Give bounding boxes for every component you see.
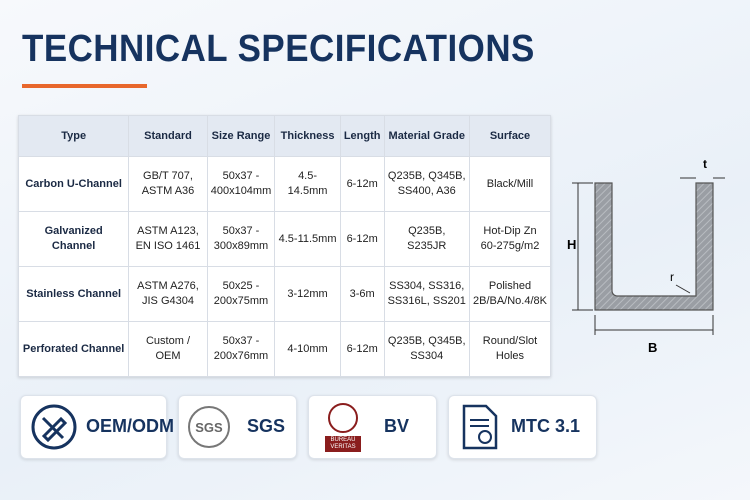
badge: MTC 3.1 xyxy=(448,395,597,459)
dim-r: r xyxy=(670,270,674,284)
table-cell: Q235B, Q345B, SS400, A36 xyxy=(383,156,470,212)
badge: SGS SGS xyxy=(178,395,297,459)
table-cell: 6-12m xyxy=(339,321,385,377)
table-cell: Polished 2B/BA/No.4/8K xyxy=(468,266,552,322)
badge: OEM/ODM xyxy=(20,395,174,459)
table-cell: ASTM A123, EN ISO 1461 xyxy=(128,211,208,267)
sgs-logo-text: SGS xyxy=(195,420,223,435)
channel-profile xyxy=(594,182,714,311)
column-header: Standard xyxy=(128,115,208,157)
column-header: Thickness xyxy=(274,115,341,157)
oem-icon xyxy=(31,404,77,450)
table-cell: Round/Slot Holes xyxy=(468,321,552,377)
table-cell: Black/Mill xyxy=(468,156,552,212)
header-row: Type Standard Size Range Thickness Length Mat… xyxy=(17,115,552,157)
table-row: Carbon U-Channel GB/T 707, ASTM A36 50x37 … xyxy=(17,156,552,212)
title: TECHNICAL SPECIFICATIONS xyxy=(22,28,535,70)
table-cell: 6-12m xyxy=(339,156,385,212)
badge: BUREAU VERITAS BV xyxy=(308,395,437,459)
bv-logo: BUREAU VERITAS xyxy=(325,403,361,452)
table-cell: SS304, SS316, SS316L, SS201 xyxy=(383,266,470,322)
table-cell: Stainless Channel xyxy=(17,266,130,322)
column-header: Type xyxy=(17,115,130,157)
badge-label: OEM/ODM xyxy=(86,416,174,436)
dim-h: H xyxy=(567,237,576,252)
table-cell: 6-12m xyxy=(339,211,385,267)
badge-label: MTC 3.1 xyxy=(511,416,581,436)
table-cell: 3-6m xyxy=(339,266,385,322)
table-cell: 4.5-14.5mm xyxy=(274,156,341,212)
table-cell: Custom / OEM xyxy=(128,321,208,377)
column-header: Surface xyxy=(468,115,552,157)
table-body: Carbon U-Channel GB/T 707, ASTM A36 50x37 … xyxy=(17,156,552,377)
column-header: Size Range xyxy=(206,115,276,157)
table-cell: 3-12mm xyxy=(274,266,341,322)
table-cell: 50x37 - 300x89mm xyxy=(206,211,276,267)
dim-t: t xyxy=(703,157,707,171)
dim-b: B xyxy=(648,340,657,355)
channel-diagram: H B t r xyxy=(567,157,725,355)
bv-logo-text: BUREAU VERITAS xyxy=(330,437,355,450)
column-header: Length xyxy=(339,115,385,157)
table-cell: Perforated Channel xyxy=(17,321,130,377)
table-row: Stainless Channel ASTM A276, JIS G4304 50x… xyxy=(17,266,552,322)
column-header: Material Grade xyxy=(383,115,470,157)
table-cell: 50x37 - 400x104mm xyxy=(206,156,276,212)
table-cell: Carbon U-Channel xyxy=(17,156,130,212)
table-cell: Galvanized Channel xyxy=(17,211,130,267)
table-cell: GB/T 707, ASTM A36 xyxy=(128,156,208,212)
table-cell: 50x25 - 200x75mm xyxy=(206,266,276,322)
table-cell: ASTM A276, JIS G4304 xyxy=(128,266,208,322)
table-row: Galvanized Channel ASTM A123, EN ISO 1461… xyxy=(17,211,552,267)
table-row: Perforated Channel Custom / OEM 50x37 - 20… xyxy=(17,321,552,377)
table-cell: 4-10mm xyxy=(274,321,341,377)
table-cell: Q235B, Q345B, SS304 xyxy=(383,321,470,377)
badge-label: BV xyxy=(384,416,410,436)
spec-table: Type Standard Size Range Thickness Length Mat… xyxy=(17,115,552,377)
table-cell: Q235B, S235JR xyxy=(383,211,470,267)
mtc-icon xyxy=(462,404,498,450)
sgs-logo: SGS xyxy=(188,406,230,448)
table-cell: 4.5-11.5mm xyxy=(274,211,341,267)
table-cell: 50x37 - 200x76mm xyxy=(206,321,276,377)
table-cell: Hot-Dip Zn 60-275g/m2 xyxy=(468,211,552,267)
badge-label: SGS xyxy=(247,416,286,436)
dimension-lines xyxy=(572,177,725,335)
title-underline xyxy=(22,84,147,88)
